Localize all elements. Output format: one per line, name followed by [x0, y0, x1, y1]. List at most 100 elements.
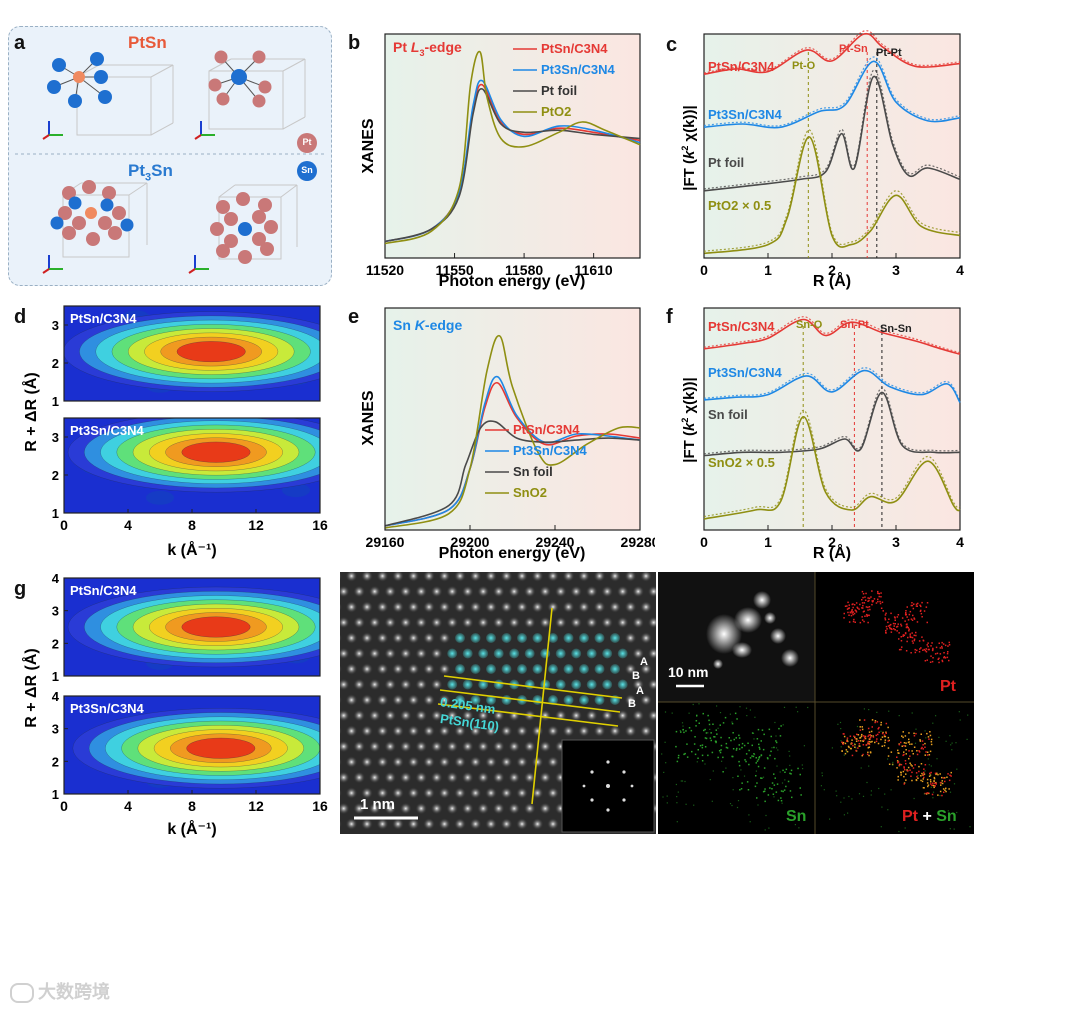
- eds-pixel: [712, 770, 714, 772]
- x-tick-label: 12: [248, 798, 264, 814]
- lattice-atom: [609, 601, 621, 613]
- eds-pixel: [886, 628, 888, 630]
- eds-pixel: [894, 629, 896, 631]
- lattice-atom: [340, 695, 342, 705]
- eds-pixel: [915, 634, 917, 637]
- eds-pixel: [948, 644, 951, 646]
- lattice-atom: [640, 725, 652, 737]
- eds-pixel: [865, 606, 868, 608]
- eds-pixel: [857, 607, 859, 609]
- eds-pixel: [881, 736, 884, 738]
- lattice-atom: [423, 632, 435, 644]
- eds-pixel: [920, 609, 922, 612]
- eds-pixel: [918, 651, 921, 653]
- eds-pixel: [933, 776, 936, 779]
- eds-pixel: [905, 773, 907, 775]
- eds-pixel: [758, 756, 761, 758]
- lattice-atom: [516, 787, 528, 799]
- eds-pixel: [877, 590, 879, 593]
- eds-pixel: [915, 818, 917, 820]
- eds-pixel: [851, 603, 853, 606]
- eds-pixel: [891, 628, 893, 631]
- eds-pixel: [844, 605, 847, 607]
- eds-pixel: [767, 794, 770, 796]
- eds-pixel: [692, 703, 694, 706]
- lattice-atom: [430, 771, 443, 784]
- eds-pixel: [863, 620, 865, 623]
- lattice-atom: [516, 601, 528, 613]
- eds-pixel: [924, 730, 926, 732]
- lattice-atom-highlight: [455, 695, 465, 705]
- ptsn-cell-1: [76, 64, 174, 136]
- lattice-atom: [492, 771, 505, 784]
- eds-pixel: [694, 736, 696, 738]
- chart-d-xlabel: k (Å⁻¹): [167, 540, 216, 559]
- eds-pixel: [937, 658, 939, 660]
- eds-pixel: [903, 742, 906, 744]
- eds-pixel: [790, 769, 793, 772]
- fit-line-1: [703, 369, 961, 404]
- eds-pixel: [956, 768, 958, 770]
- eds-pixel: [876, 738, 878, 740]
- eds-pixel: [905, 612, 907, 614]
- chart-f: 0 1 2 3 4 PtSn/C3N4 Pt3Sn/C3N4 Sn foil SnO2 …: [680, 307, 964, 562]
- eds-pixel: [935, 715, 937, 717]
- eds-pixel: [925, 651, 928, 653]
- lattice-atom-highlight: [594, 664, 605, 674]
- lattice-atom: [508, 709, 521, 722]
- eds-pixel: [939, 781, 942, 784]
- lattice-atom: [454, 725, 466, 737]
- eds-pixel: [900, 763, 903, 766]
- eds-pixel: [911, 743, 913, 745]
- eds-pixel: [756, 782, 758, 784]
- eds-pixel: [871, 601, 874, 603]
- eds-pixel: [738, 760, 740, 763]
- eds-pixel: [917, 777, 919, 779]
- eds-pixel: [911, 602, 913, 604]
- eds-pixel: [716, 705, 718, 707]
- series-line-2: [384, 420, 641, 527]
- eds-pixel: [930, 786, 932, 788]
- eds-pixel: [908, 738, 910, 741]
- eds-pixel: [702, 712, 704, 715]
- eds-pixel: [913, 603, 915, 605]
- eds-pixel: [898, 648, 901, 651]
- eds-pixel: [752, 732, 755, 734]
- lattice-atom-highlight: [532, 695, 543, 705]
- eds-pixel: [917, 602, 919, 605]
- eds-pixel: [929, 779, 932, 781]
- eds-pixel: [926, 602, 929, 604]
- eds-pixel: [743, 775, 746, 777]
- lattice-atom: [392, 663, 404, 675]
- eds-pixel: [853, 618, 855, 621]
- eds-pixel: [896, 616, 899, 618]
- eds-pixel: [921, 780, 924, 783]
- eds-pixel: [944, 644, 947, 647]
- lattice-atom: [655, 604, 656, 610]
- eds-pixel: [921, 636, 923, 638]
- lattice-atom: [407, 787, 420, 799]
- x-tick-label: 4: [124, 798, 132, 814]
- eds-pixel: [927, 648, 930, 651]
- eds-pixel: [856, 733, 858, 736]
- eds-pixel: [855, 611, 858, 613]
- eds-pixel: [741, 742, 744, 745]
- eds-pixel: [893, 625, 895, 627]
- f-ref-2: Sn-Sn: [880, 323, 912, 335]
- eds-pixel: [936, 758, 938, 760]
- eds-pixel: [944, 819, 946, 821]
- lattice-atom: [353, 647, 366, 660]
- eds-pixel: [890, 631, 893, 633]
- lattice-atom: [640, 601, 652, 613]
- lattice-atom: [438, 572, 451, 582]
- lattice-atom: [376, 601, 389, 613]
- eds-pixel: [843, 617, 845, 619]
- chart-d-ylabel: R + ΔR (Å): [21, 372, 40, 452]
- eds-pixel: [938, 657, 940, 660]
- eds-pixel: [942, 788, 945, 790]
- eds-pixel: [947, 773, 949, 775]
- axis-triad: [194, 121, 215, 140]
- wt-label: Pt3Sn/C3N4: [70, 423, 144, 438]
- eds-pixel: [878, 592, 880, 595]
- eds-pixel: [868, 746, 870, 748]
